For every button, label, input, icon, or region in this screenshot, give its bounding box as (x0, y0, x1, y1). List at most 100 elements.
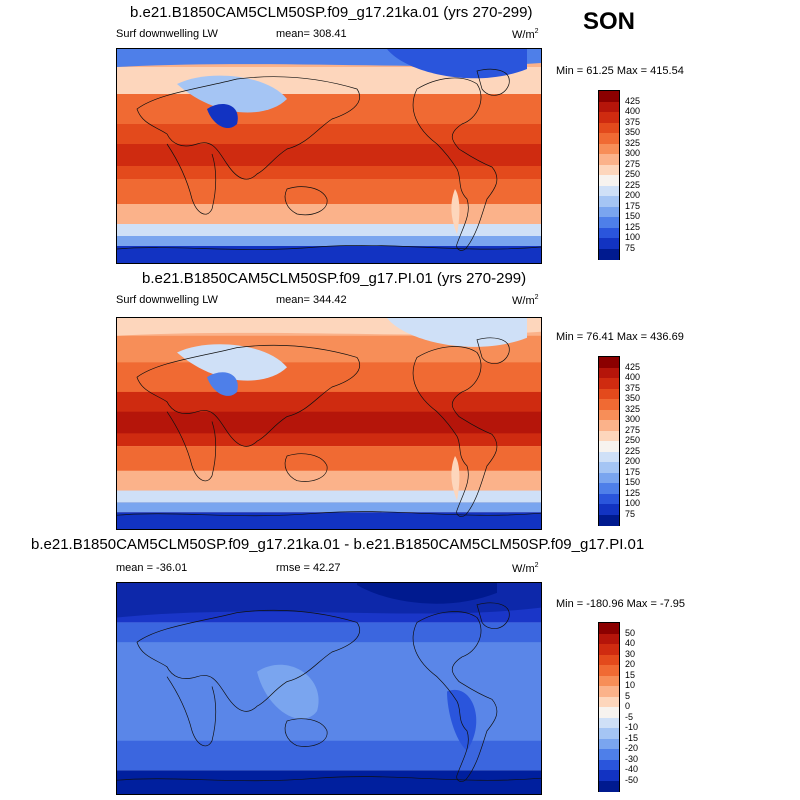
colorbar-cell (599, 665, 619, 676)
contour-region (257, 664, 319, 719)
colorbar-cell (599, 399, 619, 410)
contour-region (207, 372, 238, 396)
colorbar-tick-label: -5 (625, 711, 634, 722)
colorbar-tick-label: 350 (625, 393, 641, 403)
colorbar-cell (599, 696, 619, 708)
colorbar-cell (599, 654, 619, 666)
colorbar-cell (599, 749, 619, 760)
colorbar-cell (599, 780, 619, 792)
minmax-label: Min = 76.41 Max = 436.69 (556, 331, 684, 343)
colorbar-cell (599, 728, 619, 739)
colorbar-tick-label: 400 (625, 372, 641, 382)
colorbar-tick-label: 10 (625, 680, 636, 690)
colorbar-tick-label: 5 (625, 690, 631, 701)
colorbar-tick-label: 20 (625, 659, 636, 669)
colorbar-cell (599, 483, 619, 494)
colorbar-tick-label: 350 (625, 127, 641, 137)
contour-band (117, 246, 541, 263)
mean-label: mean= 308.41 (276, 28, 347, 40)
coastline (412, 611, 498, 782)
colorbar-tick-label: 325 (625, 137, 641, 148)
colorbar-tick-label: 225 (625, 179, 641, 190)
minmax-label: Min = -180.96 Max = -7.95 (556, 598, 686, 610)
coastline (476, 602, 510, 629)
colorbar-tick-label: -30 (625, 753, 639, 764)
contour-band (117, 470, 541, 491)
colorbar-tick-label: 200 (625, 190, 641, 200)
colorbar: 50 40 30 20 15 10 5 0 -5 -10 -15 -20 -30 -40 -50 (598, 622, 638, 792)
colorbar-cell (599, 112, 619, 123)
contour-region (451, 189, 460, 234)
contour-band (117, 179, 541, 204)
coastline (166, 143, 217, 215)
colorbar-cell (599, 122, 619, 134)
colorbar-cell (599, 441, 619, 452)
colorbar-cell (599, 420, 619, 431)
colorbar-cell (599, 217, 619, 228)
colorbar-cell (599, 738, 619, 750)
colorbar-tick-label: 40 (625, 638, 636, 648)
coastline (412, 346, 498, 517)
colorbar-tick-label: -50 (625, 774, 639, 785)
colorbar-tick-label: 325 (625, 403, 641, 414)
colorbar-tick-label: 375 (625, 116, 641, 127)
map-plot (116, 582, 542, 795)
units-label: W/m2 (512, 294, 539, 307)
colorbar-tick-label: 275 (625, 424, 641, 435)
contour-region (177, 344, 287, 381)
colorbar-cell (599, 759, 619, 771)
colorbar-cell (599, 430, 619, 442)
minmax-label: Min = 61.25 Max = 415.54 (556, 65, 684, 77)
mean-label: mean = -36.01 (116, 562, 188, 574)
coastline (136, 76, 360, 180)
contour-band (117, 224, 541, 236)
panel-title: b.e21.B1850CAM5CLM50SP.f09_g17.21ka.01 -… (31, 536, 645, 553)
coastline (117, 511, 541, 517)
colorbar-cell (599, 378, 619, 389)
coastline (117, 245, 541, 250)
panel-title: b.e21.B1850CAM5CLM50SP.f09_g17.PI.01 (yr… (142, 270, 527, 287)
colorbar-tick-label: 15 (625, 669, 636, 680)
colorbar-cell (599, 707, 619, 718)
contour-region (207, 104, 238, 129)
colorbar-cell (599, 175, 619, 186)
contour-band (117, 411, 541, 434)
map-plot (116, 48, 542, 264)
colorbar-cell (599, 91, 619, 102)
colorbar-cell (599, 367, 619, 379)
colorbar-tick-label: 300 (625, 148, 641, 158)
colorbar-tick-label: 375 (625, 382, 641, 393)
colorbar-tick-label: 100 (625, 232, 641, 242)
variable-label: Surf downwelling LW (116, 28, 218, 40)
colorbar-tick-label: 175 (625, 466, 641, 477)
contour-band (117, 512, 541, 529)
colorbar-tick-label: 225 (625, 445, 641, 456)
units-label: W/m2 (512, 28, 539, 41)
colorbar-tick-label: -10 (625, 722, 639, 732)
contour-band (117, 204, 541, 224)
coastline (136, 344, 360, 447)
colorbar-tick-label: -40 (625, 764, 639, 774)
contour-band (117, 94, 541, 129)
colorbar-cell (599, 164, 619, 176)
contour-region (357, 583, 497, 604)
coastline (284, 186, 328, 216)
colorbar-tick-label: 300 (625, 414, 641, 424)
contour-band (117, 236, 541, 246)
coastline (284, 453, 328, 482)
coastline (166, 676, 217, 747)
colorbar-cell (599, 206, 619, 218)
season-label: SON (583, 8, 636, 35)
colorbar-cell (599, 623, 619, 634)
colorbar-cell (599, 101, 619, 113)
colorbar-tick-label: 125 (625, 221, 641, 232)
colorbar-cell (599, 644, 619, 655)
colorbar: 425 400 375 350 325 300 275 250 225 200 175 150 125 1… (598, 356, 640, 526)
rmse-label: rmse = 42.27 (276, 562, 341, 574)
colorbar-cell (599, 770, 619, 781)
colorbar-tick-label: 75 (625, 508, 636, 519)
colorbar: 425 400 375 350 325 300 275 250 225 200 175 150 125 1… (598, 90, 640, 260)
contour-region (447, 689, 477, 751)
colorbar-cell (599, 196, 619, 207)
colorbar-tick-label: 250 (625, 435, 641, 445)
